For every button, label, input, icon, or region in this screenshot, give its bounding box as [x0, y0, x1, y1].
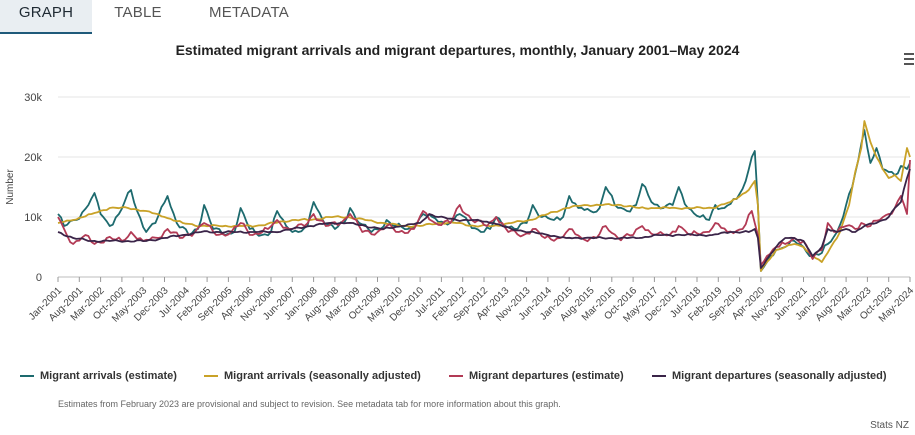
legend-item-arrivals-sa[interactable]: Migrant arrivals (seasonally adjusted) — [204, 367, 421, 385]
series-line-3 — [57, 159, 911, 266]
legend-item-arrivals-estimate[interactable]: Migrant arrivals (estimate) — [20, 367, 177, 385]
line-chart: 010k20k30kNumberJan-2001Aug-2001Mar-2002… — [5, 92, 915, 325]
legend-label: Migrant arrivals (estimate) — [40, 370, 177, 382]
legend-swatch — [20, 375, 34, 378]
y-axis-label: Number — [5, 169, 16, 205]
legend-item-departures-sa[interactable]: Migrant departures (seasonally adjusted) — [652, 367, 887, 385]
legend-item-departures-estimate[interactable]: Migrant departures (estimate) — [449, 367, 624, 385]
y-tick-label: 0 — [36, 272, 42, 284]
series-line-2 — [57, 120, 911, 272]
tab-metadata[interactable]: METADATA — [209, 4, 289, 21]
y-tick-label: 30k — [24, 92, 42, 104]
series-line-4 — [57, 168, 911, 269]
legend-label: Migrant departures (seasonally adjusted) — [672, 370, 887, 382]
source-credit: Stats NZ — [870, 420, 909, 431]
tab-bar: GRAPH TABLE METADATA — [0, 0, 915, 34]
chart-legend: Migrant arrivals (estimate) Migrant arri… — [0, 367, 915, 385]
footnote: Estimates from February 2023 are provisi… — [58, 399, 561, 409]
legend-swatch — [449, 375, 463, 378]
tab-table[interactable]: TABLE — [114, 4, 162, 21]
legend-swatch — [204, 375, 218, 378]
legend-label: Migrant arrivals (seasonally adjusted) — [224, 370, 421, 382]
y-tick-label: 20k — [24, 152, 42, 164]
chart-title: Estimated migrant arrivals and migrant d… — [175, 42, 740, 58]
legend-label: Migrant departures (estimate) — [469, 370, 624, 382]
hamburger-menu-icon[interactable] — [901, 50, 915, 68]
tab-graph[interactable]: GRAPH — [0, 0, 92, 34]
legend-swatch — [652, 375, 666, 378]
y-tick-label: 10k — [24, 212, 42, 224]
series-line-1 — [57, 129, 911, 272]
